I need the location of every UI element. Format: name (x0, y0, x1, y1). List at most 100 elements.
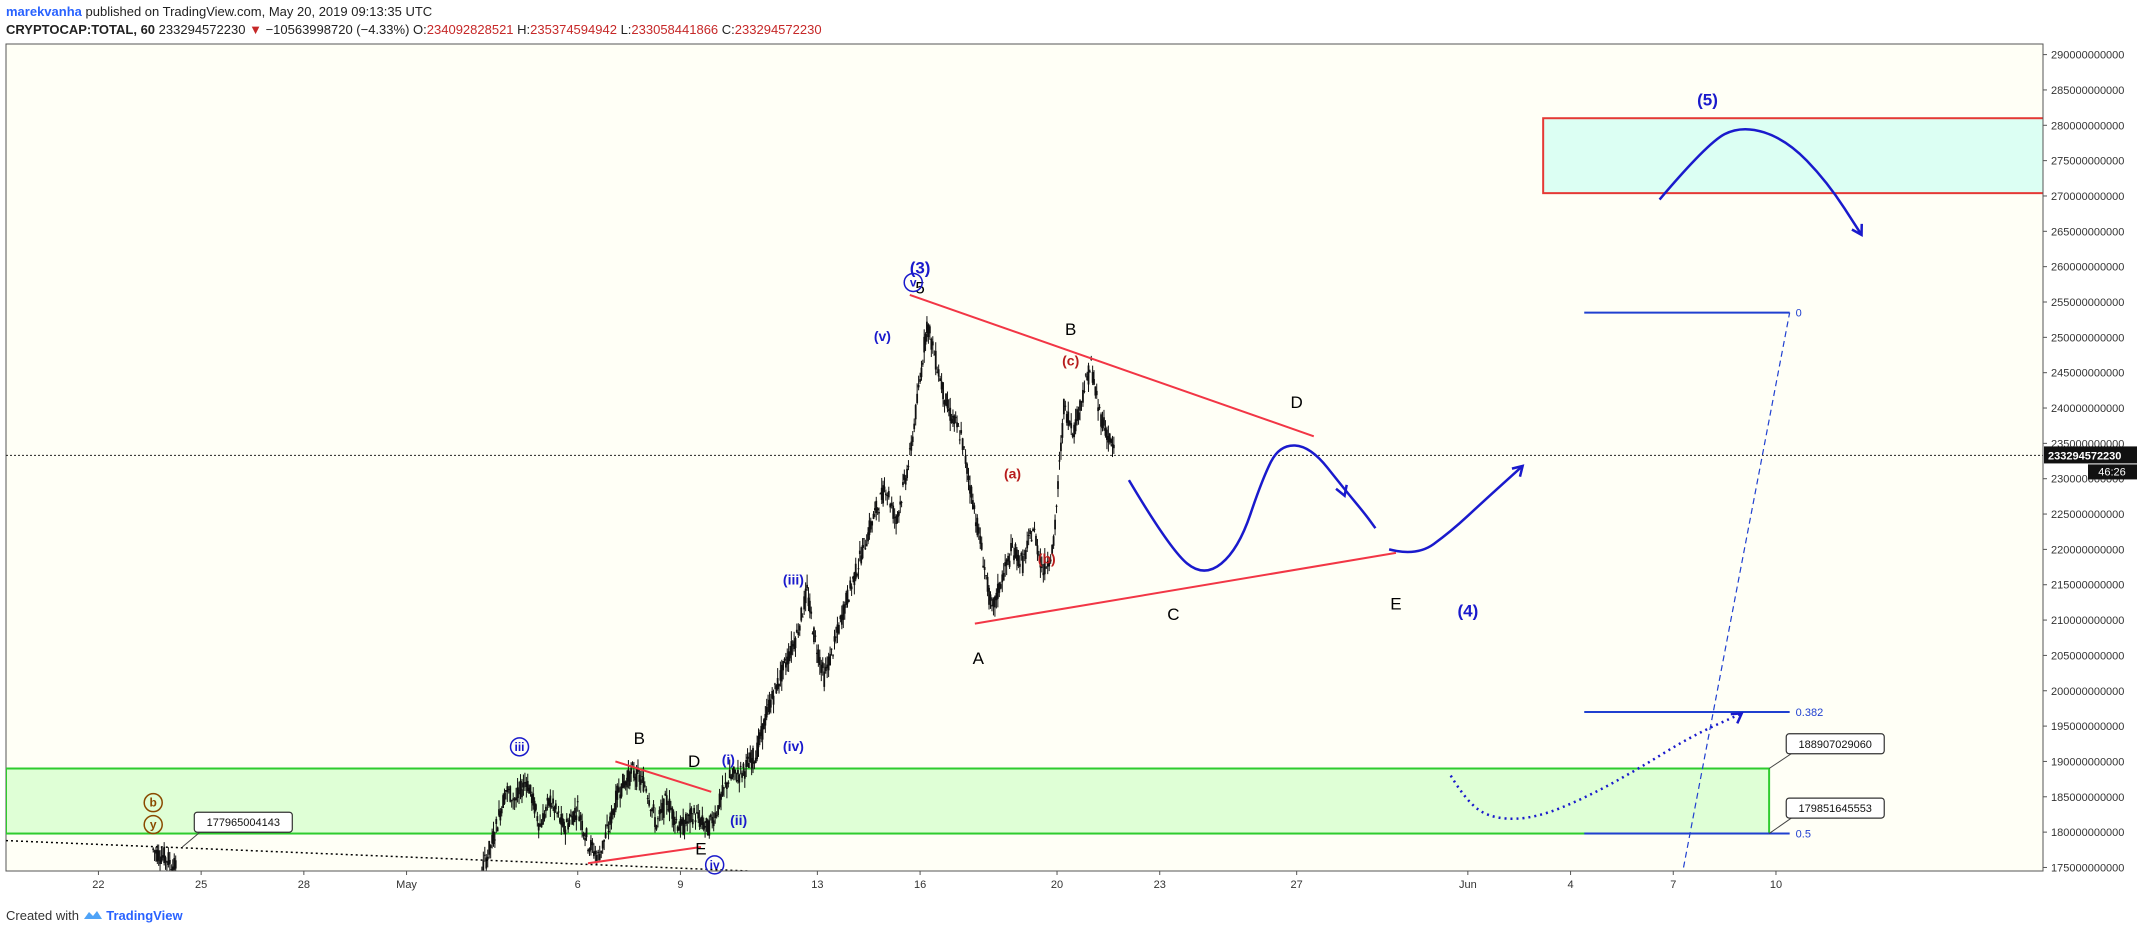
candle-body (937, 369, 940, 377)
candle-body (582, 832, 585, 837)
candle-body (824, 666, 827, 672)
tradingview-link[interactable]: TradingView (106, 908, 183, 923)
candle-body (630, 768, 633, 774)
candle-body (960, 430, 963, 434)
candle-body (698, 818, 701, 827)
candle-body (869, 521, 872, 530)
candle-body (958, 439, 961, 441)
candle-body (721, 785, 724, 796)
candle-body (1086, 376, 1089, 381)
candle-body (864, 547, 867, 550)
trend-line (974, 551, 1397, 625)
last-price-tag (2044, 446, 2137, 464)
candle-body (845, 592, 848, 605)
circled-wave-marker (704, 855, 725, 875)
candle-body (632, 770, 635, 778)
time-axis[interactable]: 22 25 28 May 6 9 13 16 20 23 27 Jun 4 7 10 (6, 870, 2043, 891)
circled-wave-marker (903, 272, 923, 293)
candle-body (634, 776, 637, 781)
candle-body (578, 816, 581, 821)
countdown-label: 46:26 (2098, 466, 2126, 478)
candle-body (793, 641, 795, 650)
candle-body (506, 786, 509, 793)
candle-body (803, 596, 806, 610)
author-link[interactable]: marekvanha (6, 4, 82, 19)
wave-label: (a) (1004, 466, 1021, 482)
time-tick-label: 25 (195, 879, 207, 891)
candle-body (956, 422, 958, 428)
candle-body (839, 615, 842, 620)
candle-body (535, 804, 537, 810)
candle-body (1043, 557, 1046, 575)
arrow-head-icon (1335, 484, 1348, 498)
candle-body (563, 821, 565, 832)
candle-body (974, 522, 977, 527)
candle-body (1071, 434, 1074, 437)
candle-body (872, 513, 875, 519)
candle-body (525, 781, 528, 788)
fib-level-label: 0 (1796, 308, 1802, 320)
circled-wave-label: v (910, 275, 917, 289)
candle-body (1062, 399, 1065, 415)
candle-body (170, 869, 173, 871)
candle-body (712, 820, 715, 827)
candle-body (1014, 544, 1017, 558)
candle-body (814, 635, 817, 637)
callout-box (193, 811, 293, 833)
candle-body (493, 839, 496, 841)
candle-body (760, 725, 763, 737)
candle-body (967, 475, 970, 481)
candle-body (1093, 379, 1095, 385)
candle-body (854, 563, 857, 580)
candle-body (649, 810, 652, 812)
candle-body (575, 815, 578, 821)
candle-body (557, 811, 560, 813)
candle-body (884, 493, 887, 496)
candle-body (947, 409, 950, 411)
candle-body (857, 568, 860, 570)
candle-body (714, 812, 717, 819)
candle-body (1055, 505, 1058, 507)
candle-body (612, 809, 614, 815)
candle-body (564, 829, 567, 835)
candle-body (939, 378, 942, 382)
candle-body (1104, 428, 1107, 436)
candle-body (571, 816, 574, 825)
candle-body (896, 514, 899, 518)
candle-body (818, 657, 821, 665)
arrow-head-icon (1730, 711, 1744, 724)
candle-body (900, 502, 903, 504)
candle-body (771, 690, 774, 699)
time-tick-label: 20 (1051, 879, 1063, 891)
candle-body (1002, 572, 1005, 581)
candle-body (926, 321, 928, 334)
candle-body (919, 379, 921, 382)
wave-label: (4) (1457, 602, 1478, 621)
candle-body (671, 807, 674, 819)
candle-body (1048, 562, 1051, 567)
candle-body (495, 818, 498, 824)
candle-body (835, 636, 837, 638)
price-tick-label: 225000000000 (2051, 509, 2124, 521)
candle-body (607, 831, 610, 833)
fib-level-label: 0.5 (1796, 829, 1811, 841)
candle-body (1065, 413, 1068, 423)
candle-body (483, 854, 486, 856)
chart-header: marekvanha published on TradingView.com,… (6, 3, 2126, 39)
candle-body (561, 818, 564, 827)
candle-body (157, 850, 160, 861)
footer: Created with TradingView (6, 906, 183, 926)
candle-body (576, 801, 579, 803)
candle-body (598, 853, 601, 860)
candle-body (488, 840, 491, 855)
price-tick-label: 275000000000 (2051, 156, 2124, 168)
candle-body (950, 418, 953, 424)
candle-body (643, 785, 646, 787)
price-tick-label: 250000000000 (2051, 332, 2124, 344)
price-axis[interactable]: 290000000000 285000000000 280000000000 2750… (2042, 44, 2137, 874)
candle-body (635, 768, 638, 787)
candle-body (823, 671, 826, 687)
candles-layer (152, 316, 1115, 871)
